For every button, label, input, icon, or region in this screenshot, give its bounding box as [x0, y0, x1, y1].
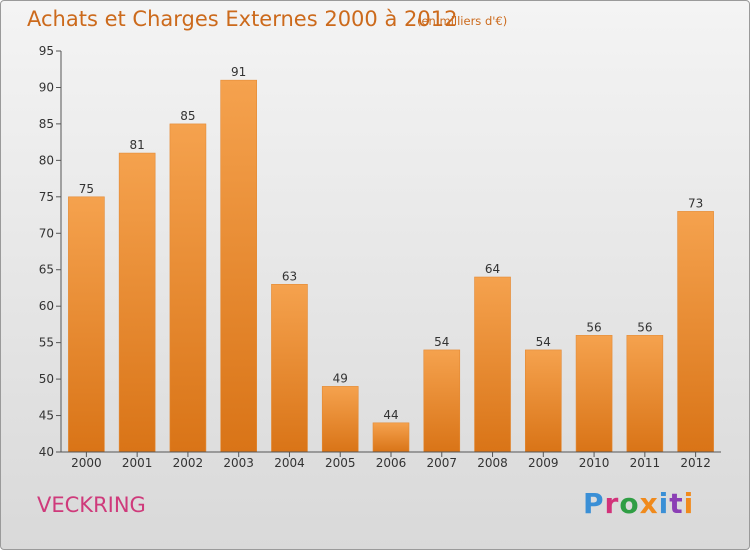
data-label-2004: 63 [282, 269, 297, 283]
data-label-2003: 91 [231, 65, 246, 79]
bar-2012 [677, 211, 714, 453]
y-tick-label: 90 [39, 80, 54, 94]
data-label-2002: 85 [180, 109, 195, 123]
x-tick-label-2009: 2009 [528, 456, 559, 470]
data-label-2007: 54 [434, 335, 449, 349]
y-tick-label: 70 [39, 226, 54, 240]
x-tick-label-2001: 2001 [122, 456, 153, 470]
data-label-2000: 75 [79, 182, 94, 196]
brand-letter: x [639, 487, 659, 520]
bar-2011 [626, 335, 664, 453]
data-label-2011: 56 [637, 320, 652, 334]
y-tick-label: 50 [39, 372, 54, 386]
place-name: VECKRING [37, 493, 146, 517]
chart-subtitle: (en milliers d'€) [417, 14, 508, 28]
y-tick-label: 55 [39, 336, 54, 350]
y-axis: 40 45 50 55 60 65 70 75 80 85 90 95 [39, 44, 62, 459]
y-tick-label: 40 [39, 445, 54, 459]
brand-letter: P [583, 487, 605, 520]
x-tick-label-2003: 2003 [223, 456, 254, 470]
y-tick-label: 95 [39, 44, 54, 58]
data-label-2012: 73 [688, 196, 703, 210]
x-tick-label-2000: 2000 [71, 456, 102, 470]
x-tick-label-2008: 2008 [477, 456, 508, 470]
y-tick-label: 45 [39, 409, 54, 423]
x-tick-label-2011: 2011 [630, 456, 661, 470]
x-axis: 2000 2001 2002 2003 2004 2005 2006 2007 2008 2009… [61, 451, 721, 470]
bar-2005 [321, 386, 359, 453]
bar-2000 [68, 196, 105, 453]
bar-2006 [372, 422, 410, 453]
y-tick-label: 80 [39, 153, 54, 167]
data-label-2010: 56 [586, 320, 601, 334]
x-tick-label-2002: 2002 [173, 456, 204, 470]
x-tick-label-2005: 2005 [325, 456, 356, 470]
bar-2004 [271, 284, 308, 453]
data-label-2009: 54 [536, 335, 551, 349]
bars: 75 81 85 91 63 49 44 54 64 54 56 56 73 [68, 65, 714, 453]
brand-letter: r [604, 487, 620, 520]
x-tick-label-2010: 2010 [579, 456, 610, 470]
data-label-2001: 81 [130, 138, 145, 152]
x-tick-label-2006: 2006 [376, 456, 407, 470]
x-tick-label-2007: 2007 [426, 456, 457, 470]
y-tick-label: 75 [39, 190, 54, 204]
bar-2007 [423, 349, 461, 453]
y-tick-label: 65 [39, 263, 54, 277]
data-label-2006: 44 [383, 408, 398, 422]
brand-logo: Proxiti [583, 487, 694, 520]
brand-letter: t [669, 487, 684, 520]
y-tick-label: 60 [39, 299, 54, 313]
brand-letter: i [658, 487, 670, 520]
bar-2001 [118, 152, 156, 453]
bar-2003 [220, 79, 257, 453]
bar-2002 [169, 123, 207, 453]
bar-2009 [525, 349, 562, 453]
bar-2008 [474, 276, 511, 453]
brand-letter: o [619, 487, 640, 520]
brand-letter: i [683, 487, 695, 520]
chart-title: Achats et Charges Externes 2000 à 2012 [27, 7, 458, 31]
data-label-2008: 64 [485, 262, 500, 276]
x-tick-label-2012: 2012 [680, 456, 711, 470]
x-tick-label-2004: 2004 [274, 456, 305, 470]
y-tick-label: 85 [39, 117, 54, 131]
data-label-2005: 49 [333, 371, 348, 385]
bar-2010 [575, 335, 613, 453]
